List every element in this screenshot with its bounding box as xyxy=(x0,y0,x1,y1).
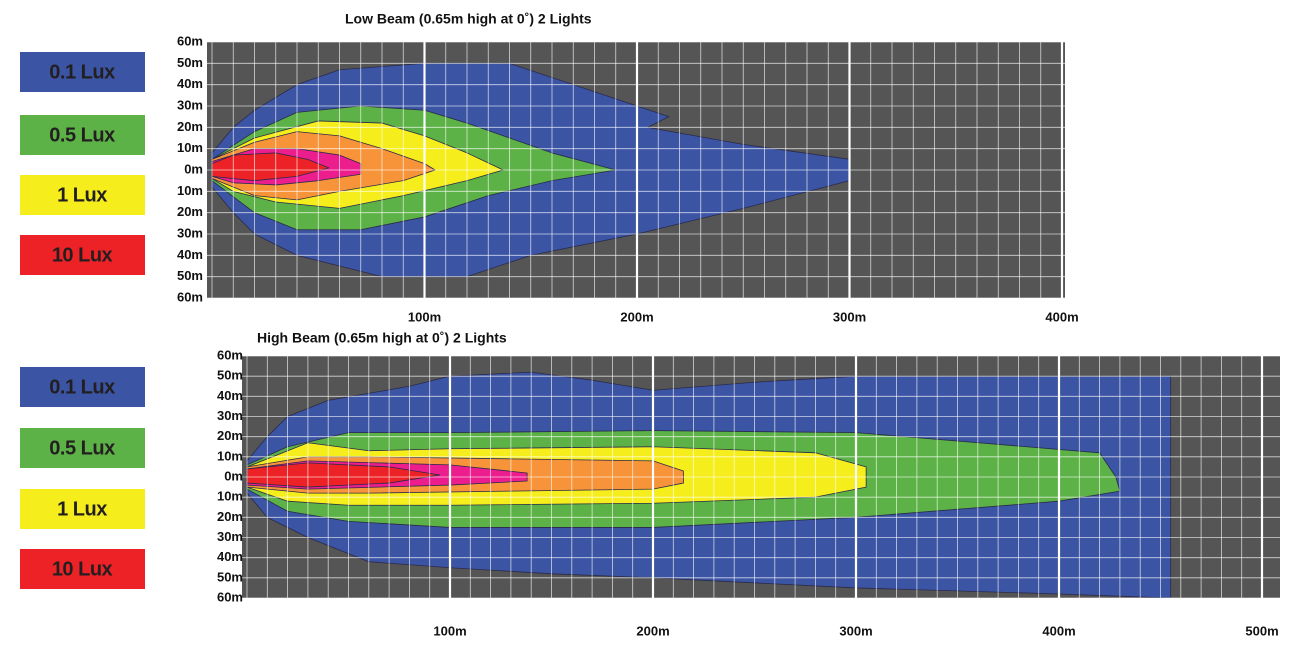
y-tick-label: 50m xyxy=(217,368,243,383)
y-tick-label: 0m xyxy=(224,468,243,483)
legend-label: 0.5 Lux xyxy=(49,437,115,459)
panel: High Beam (0.65m high at 0˚) 2 Lights 0.1… xyxy=(20,330,1280,638)
y-tick-label: 50m xyxy=(217,569,243,584)
y-tick-label: 50m xyxy=(177,268,203,283)
y-tick-label: 60m xyxy=(217,347,243,362)
y-tick-label: 40m xyxy=(177,76,203,91)
y-tick-label: 60m xyxy=(177,289,203,304)
legend-swatch xyxy=(20,428,145,468)
x-tick-label: 100m xyxy=(408,309,441,324)
legend-swatch xyxy=(20,489,145,529)
contours xyxy=(242,356,1280,598)
legend-swatch xyxy=(20,367,145,407)
legend-swatch xyxy=(20,175,145,215)
y-tick-label: 20m xyxy=(217,428,243,443)
y-tick-label: 60m xyxy=(217,589,243,604)
y-tick-label: 40m xyxy=(217,388,243,403)
x-tick-label: 300m xyxy=(839,623,872,638)
panel-title: Low Beam (0.65m high at 0˚) 2 Lights xyxy=(345,11,592,27)
lux-contour xyxy=(246,462,441,488)
y-tick-label: 20m xyxy=(177,119,203,134)
legend-swatch xyxy=(20,52,145,92)
y-tick-label: 30m xyxy=(217,408,243,423)
contours xyxy=(207,42,1065,298)
legend-swatch xyxy=(20,549,145,589)
x-tick-label: 300m xyxy=(833,309,866,324)
y-tick-label: 40m xyxy=(217,549,243,564)
y-tick-label: 0m xyxy=(184,161,203,176)
y-tick-label: 10m xyxy=(177,140,203,155)
legend-label: 0.1 Lux xyxy=(49,376,115,398)
x-tick-label: 200m xyxy=(636,623,669,638)
legend-swatch xyxy=(20,115,145,155)
y-tick-label: 30m xyxy=(177,225,203,240)
x-tick-label: 500m xyxy=(1245,623,1278,638)
legend-swatch xyxy=(20,235,145,275)
x-tick-label: 400m xyxy=(1042,623,1075,638)
x-tick-label: 200m xyxy=(620,309,653,324)
y-tick-label: 20m xyxy=(217,509,243,524)
y-tick-label: 30m xyxy=(177,97,203,112)
panel-title: High Beam (0.65m high at 0˚) 2 Lights xyxy=(257,330,507,346)
y-tick-label: 10m xyxy=(217,448,243,463)
legend-label: 0.1 Lux xyxy=(49,61,115,83)
legend-label: 0.5 Lux xyxy=(49,124,115,146)
panel: Low Beam (0.65m high at 0˚) 2 Lights 0.1 … xyxy=(20,11,1079,324)
y-tick-label: 40m xyxy=(177,247,203,262)
legend-label: 10 Lux xyxy=(52,244,113,266)
legend-label: 1 Lux xyxy=(57,184,107,206)
y-tick-label: 50m xyxy=(177,55,203,70)
legend-label: 10 Lux xyxy=(52,558,113,580)
lux-contour xyxy=(211,152,330,182)
y-tick-label: 10m xyxy=(217,489,243,504)
legend-label: 1 Lux xyxy=(57,498,107,520)
x-tick-label: 100m xyxy=(433,623,466,638)
y-tick-label: 10m xyxy=(177,183,203,198)
y-tick-label: 20m xyxy=(177,204,203,219)
x-tick-label: 400m xyxy=(1045,309,1078,324)
y-tick-label: 60m xyxy=(177,33,203,48)
y-tick-label: 30m xyxy=(217,529,243,544)
